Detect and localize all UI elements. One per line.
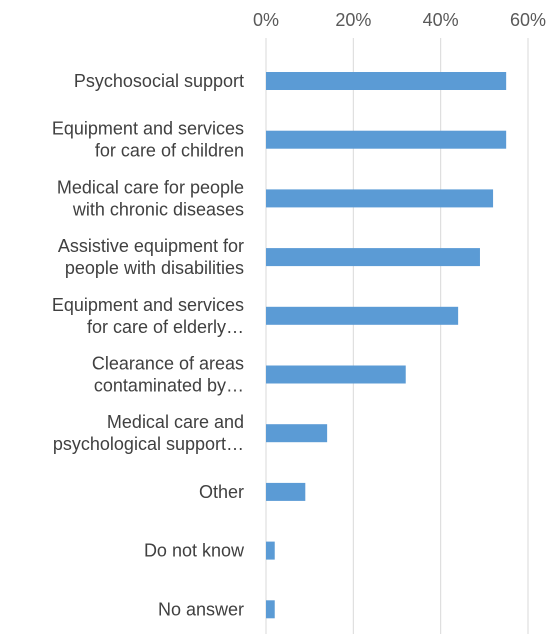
category-label: Other [199, 482, 244, 502]
bar [266, 482, 306, 501]
x-tick-label: 20% [335, 10, 371, 30]
bar [266, 72, 507, 90]
x-tick-label: 0% [253, 10, 279, 30]
bar [266, 189, 494, 208]
bar [266, 365, 406, 384]
category-label: Equipment and services [52, 295, 244, 315]
category-label: Assistive equipment for [58, 236, 244, 256]
bar [266, 248, 480, 267]
category-label: psychological support… [53, 434, 244, 454]
category-label: Medical care for people [57, 177, 244, 197]
category-label: for care of elderly… [87, 317, 244, 337]
category-label: Psychosocial support [74, 71, 244, 91]
bar [266, 541, 275, 560]
gridlines [265, 38, 529, 634]
category-label: Do not know [144, 541, 245, 561]
bar [266, 424, 328, 443]
x-axis-ticks: 0% 20% 40% 60% [253, 10, 546, 30]
category-label: people with disabilities [65, 258, 244, 278]
bars [266, 72, 507, 619]
x-tick-label: 60% [510, 10, 546, 30]
category-label: for care of children [95, 141, 244, 161]
category-label: Clearance of areas [92, 354, 244, 374]
x-tick-label: 40% [423, 10, 459, 30]
category-label: contaminated by… [94, 376, 244, 396]
bar [266, 306, 459, 325]
category-label: with chronic diseases [72, 199, 244, 219]
category-label: Equipment and services [52, 119, 244, 139]
bar [266, 600, 275, 619]
category-labels: Psychosocial support Equipment and servic… [52, 71, 245, 619]
category-label: Medical care and [107, 412, 244, 432]
bar [266, 130, 507, 149]
category-label: No answer [158, 599, 244, 619]
